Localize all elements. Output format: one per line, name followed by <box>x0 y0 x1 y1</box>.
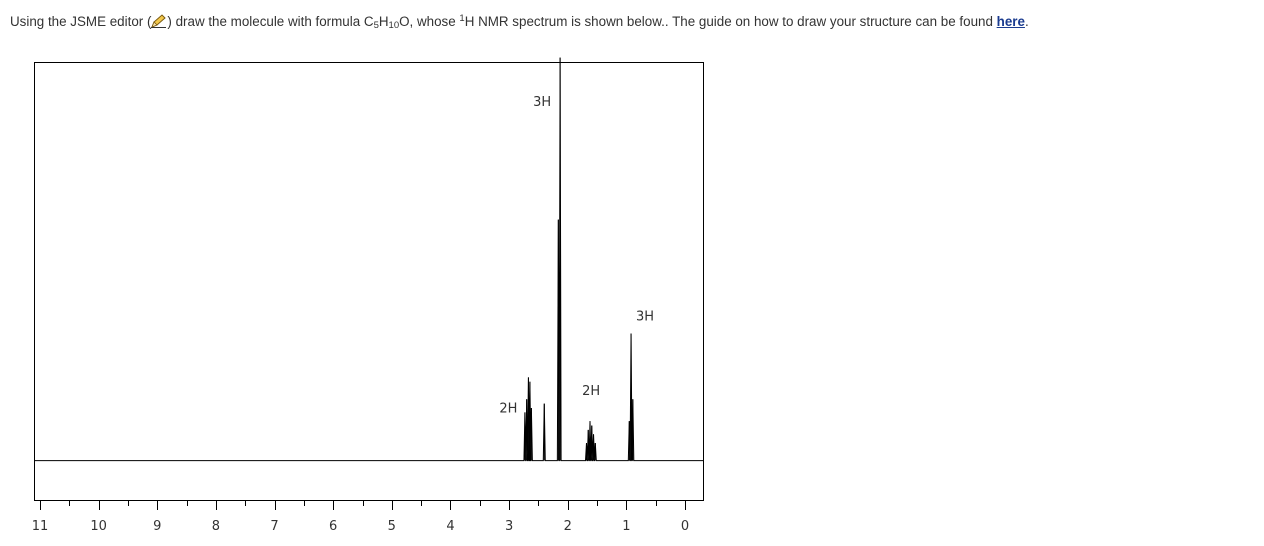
x-tick-label: 1 <box>622 519 630 534</box>
x-tick-label: 8 <box>212 519 220 534</box>
x-tick-label: 11 <box>32 519 49 534</box>
x-axis-tick-labels: 11 10 9 8 7 6 5 4 3 2 1 0 <box>32 519 689 534</box>
x-tick-label: 3 <box>505 519 513 534</box>
x-tick-label: 5 <box>388 519 396 534</box>
instruction-part-2: ) draw the molecule with formula C <box>167 14 374 29</box>
integration-label: 2H <box>499 401 517 416</box>
formula-subscript-c: 5 <box>373 20 379 31</box>
plot-frame <box>34 62 704 501</box>
spectrum-trace <box>34 57 703 462</box>
x-tick-label: 7 <box>270 519 278 534</box>
integration-label: 3H <box>636 309 654 324</box>
instruction-part-1: Using the JSME editor ( <box>10 14 152 29</box>
x-tick-label: 6 <box>329 519 337 534</box>
integration-label: 3H <box>533 95 551 110</box>
instruction-part-3: H <box>378 14 389 29</box>
x-tick-label: 10 <box>90 519 107 534</box>
pencil-icon[interactable] <box>151 14 167 28</box>
guide-link[interactable]: here <box>996 14 1025 29</box>
instruction-text: Using the JSME editor ( ) draw the molecu… <box>10 13 1029 31</box>
x-axis-ticks <box>40 500 686 510</box>
spectrum-peaks <box>524 57 634 461</box>
x-tick-label: 4 <box>446 519 454 534</box>
instruction-part-6: . <box>1024 14 1029 29</box>
x-tick-label: 9 <box>153 519 161 534</box>
nucleus-superscript: 1 <box>459 13 465 24</box>
x-tick-label: 0 <box>681 519 689 534</box>
formula-subscript-h: 10 <box>388 20 400 31</box>
integration-label: 2H <box>582 384 600 399</box>
instruction-part-5: H NMR spectrum is shown below.. The guid… <box>464 14 997 29</box>
instruction-part-4: O, whose <box>399 14 460 29</box>
x-tick-label: 2 <box>564 519 572 534</box>
integration-labels: 3H 2H 2H 3H <box>499 95 654 417</box>
